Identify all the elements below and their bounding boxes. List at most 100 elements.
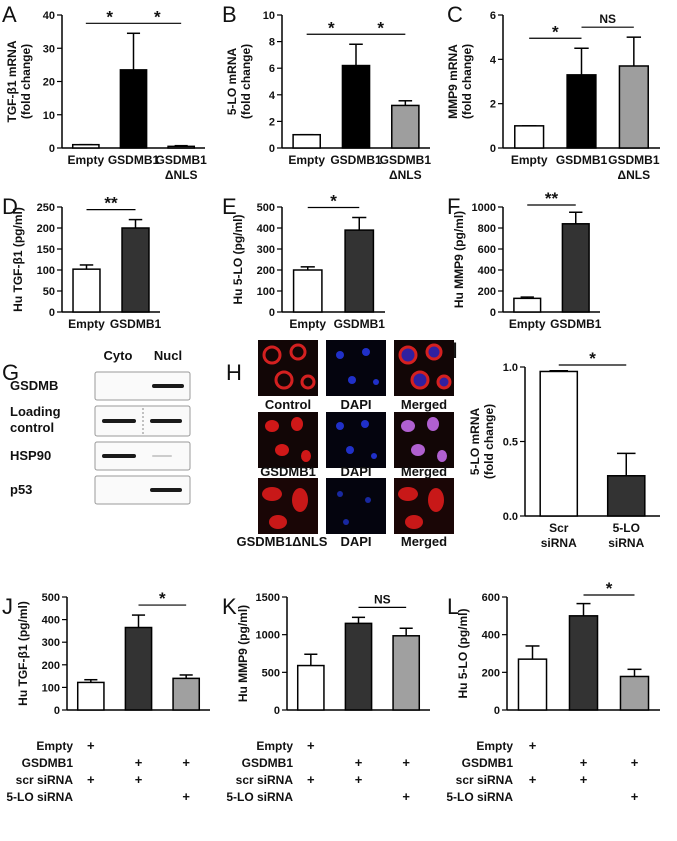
condition-label: scr siRNA: [16, 773, 74, 787]
bar: [72, 268, 101, 313]
condition-mark: +: [182, 755, 190, 770]
condition-mark: +: [355, 772, 363, 787]
y-tick-label: 200: [482, 667, 500, 679]
y-tick-label: 150: [37, 244, 55, 256]
y-axis-label: 5-LO mRNA: [468, 408, 482, 476]
micrograph-label: Merged: [401, 534, 447, 549]
condition-label: GSDMB1: [242, 756, 294, 770]
panel-letter: F: [447, 194, 460, 219]
condition-mark: +: [580, 772, 588, 787]
bar: [119, 69, 148, 149]
x-tick-label-line: Scr: [549, 521, 569, 535]
y-axis-label: 5-LO mRNA: [225, 48, 239, 116]
condition-mark: +: [631, 755, 639, 770]
micrograph-grid: [258, 340, 454, 534]
y-axis-label: (fold change): [460, 44, 474, 119]
y-tick-label: 40: [43, 10, 55, 22]
x-tick-label: Empty: [511, 153, 548, 167]
bar: [514, 125, 545, 149]
significance-label: **: [545, 189, 559, 208]
y-axis-label: TGF-β1 mRNA: [5, 40, 19, 122]
y-tick-label: 30: [43, 43, 55, 55]
y-tick-label: 800: [478, 223, 496, 235]
panel-letter: E: [222, 194, 237, 219]
condition-mark: +: [135, 755, 143, 770]
y-tick-label: 200: [478, 286, 496, 298]
micrograph-label: GSDMB1ΔNLS: [237, 534, 328, 549]
condition-label: 5-LO siRNA: [6, 790, 73, 804]
condition-mark: +: [580, 755, 588, 770]
micrograph-label: Merged: [401, 464, 447, 479]
bar: [292, 269, 323, 313]
blot-column: Cyto: [104, 348, 133, 363]
significance-label: *: [159, 589, 166, 608]
blot-row: p53: [10, 482, 32, 497]
bar: [568, 615, 599, 711]
blot-column: Nucl: [154, 348, 182, 363]
micrograph-label: Control: [265, 397, 311, 412]
panel-letter: B: [222, 2, 237, 27]
y-axis-label: Hu TGF-β1 (pg/ml): [16, 601, 30, 706]
significance-label: *: [552, 22, 559, 41]
condition-mark: +: [631, 789, 639, 804]
significance-label: NS: [599, 12, 616, 26]
x-tick-label: Empty: [67, 153, 104, 167]
y-tick-label: 0: [49, 307, 55, 319]
panel-letter: I: [452, 338, 458, 363]
condition-label: Empty: [36, 739, 73, 753]
x-tick-label: GSDMB1: [108, 153, 160, 167]
bar: [513, 297, 542, 313]
y-tick-label: 200: [42, 660, 60, 672]
y-tick-label: 100: [257, 286, 275, 298]
x-tick-label: GSDMB1: [330, 153, 382, 167]
condition-mark: +: [402, 755, 410, 770]
y-tick-label: 0: [494, 705, 500, 717]
blot-row: Loading: [10, 404, 61, 419]
y-tick-label: 4: [490, 54, 497, 66]
x-tick-label: Empty: [288, 153, 325, 167]
x-tick-label-line: ΔNLS: [618, 168, 651, 182]
blot-row: HSP90: [10, 448, 51, 463]
bar: [539, 370, 579, 517]
blot-boxes: [94, 371, 191, 505]
y-tick-label: 1000: [256, 630, 280, 642]
x-tick-label-line: 5-LO: [613, 521, 640, 535]
condition-mark: +: [529, 738, 537, 753]
condition-mark: +: [355, 755, 363, 770]
y-tick-label: 6: [269, 63, 275, 75]
bar: [561, 223, 590, 313]
y-tick-label: 500: [42, 592, 60, 604]
significance-label: NS: [374, 592, 391, 606]
panel-letter: K: [222, 594, 237, 619]
condition-mark: +: [529, 772, 537, 787]
blot-bands: [102, 384, 184, 492]
y-tick-label: 300: [42, 637, 60, 649]
significance-label: *: [589, 349, 596, 368]
x-tick-label: GSDMB1 ΔNLS: [608, 153, 660, 182]
bar: [121, 227, 150, 313]
micrograph-label: Merged: [401, 397, 447, 412]
y-axis-label: (fold change): [482, 404, 496, 479]
x-tick-label: GSDMB1 ΔNLS: [155, 153, 207, 182]
y-tick-label: 100: [42, 682, 60, 694]
y-tick-label: 500: [257, 202, 275, 214]
y-axis-label: Hu 5-LO (pg/ml): [231, 215, 245, 305]
condition-label: scr siRNA: [236, 773, 294, 787]
bar: [619, 675, 650, 711]
bar: [344, 229, 375, 313]
y-tick-label: 400: [42, 615, 60, 627]
y-tick-label: 0.0: [503, 511, 518, 523]
x-tick-label-line: GSDMB1: [608, 153, 660, 167]
y-tick-label: 400: [478, 265, 496, 277]
x-tick-label: Empty: [68, 317, 105, 331]
x-tick-label-line: ΔNLS: [389, 168, 422, 182]
x-tick-label: Empty: [289, 317, 326, 331]
panel-letter: D: [2, 194, 18, 219]
panel-letter: J: [2, 594, 13, 619]
bar: [124, 626, 153, 711]
y-tick-label: 0: [269, 143, 275, 155]
y-tick-label: 1000: [472, 202, 496, 214]
condition-mark: +: [307, 738, 315, 753]
significance-label: **: [104, 194, 118, 213]
y-tick-label: 0: [490, 143, 496, 155]
